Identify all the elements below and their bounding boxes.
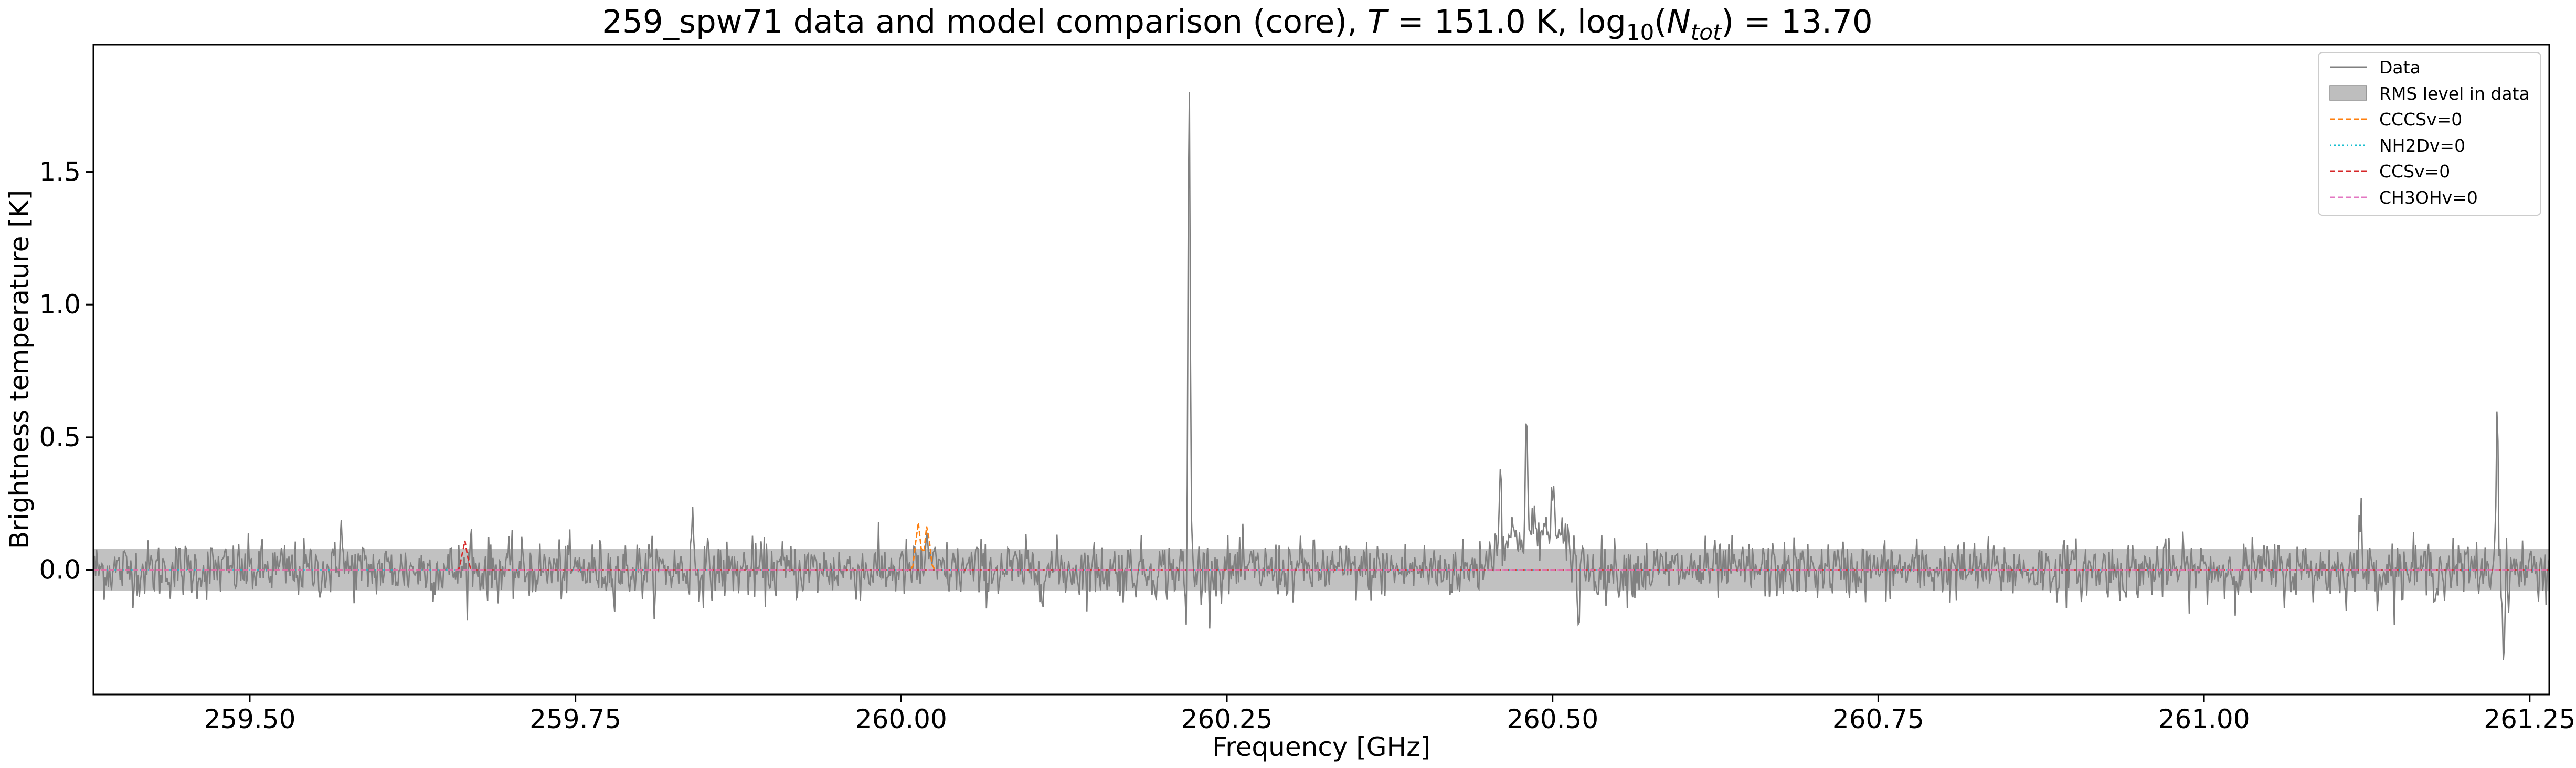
x-tick-label: 259.75 xyxy=(529,704,621,734)
title-prefix: 259_spw71 data and model comparison (cor… xyxy=(602,3,1367,40)
x-tick-label: 260.75 xyxy=(1832,704,1924,734)
y-axis: 0.0 0.5 1.0 1.5 xyxy=(39,157,93,585)
legend-label-ccs: CCSv=0 xyxy=(2379,161,2450,182)
x-tick-label: 260.50 xyxy=(1507,704,1598,734)
legend-swatch-rms xyxy=(2329,85,2367,101)
title-t-value: = 151.0 K, log xyxy=(1387,3,1626,40)
legend: Data RMS level in data CCCSv=0 NH2Dv=0 C… xyxy=(2318,52,2541,216)
x-tick-label: 260.00 xyxy=(855,704,947,734)
legend-label-data: Data xyxy=(2379,57,2421,78)
x-axis-label: Frequency [GHz] xyxy=(1212,732,1430,762)
x-axis: 259.50 259.75 260.00 260.25 260.50 260.75 261.… xyxy=(204,695,2575,734)
y-tick-label: 0.5 xyxy=(39,422,81,453)
x-tick-label: 260.25 xyxy=(1181,704,1273,734)
legend-label-rms: RMS level in data xyxy=(2379,83,2530,104)
chart-title: 259_spw71 data and model comparison (cor… xyxy=(602,3,1873,45)
legend-label-cccs: CCCSv=0 xyxy=(2379,109,2462,130)
legend-label-nh2d: NH2Dv=0 xyxy=(2379,135,2465,156)
x-tick-label: 261.00 xyxy=(2158,704,2250,734)
legend-label-ch3oh: CH3OHv=0 xyxy=(2379,187,2478,208)
title-t-symbol: T xyxy=(1367,3,1390,40)
title-n-close: ) = 13.70 xyxy=(1721,3,1872,40)
legend-box xyxy=(2318,52,2541,216)
y-tick-label: 0.0 xyxy=(39,555,81,585)
y-axis-label: Brightness temperature [K] xyxy=(4,190,35,549)
x-tick-label: 261.25 xyxy=(2484,704,2575,734)
title-log-subscript: 10 xyxy=(1626,19,1654,45)
x-tick-label: 259.50 xyxy=(204,704,295,734)
y-tick-label: 1.5 xyxy=(39,157,81,187)
plot-frame xyxy=(92,44,2550,696)
title-n-symbol: N xyxy=(1667,3,1691,40)
title-n-open: ( xyxy=(1654,3,1667,40)
series-data-line xyxy=(93,92,2549,660)
title-n-subscript: tot xyxy=(1691,19,1722,45)
y-tick-label: 1.0 xyxy=(39,289,81,320)
